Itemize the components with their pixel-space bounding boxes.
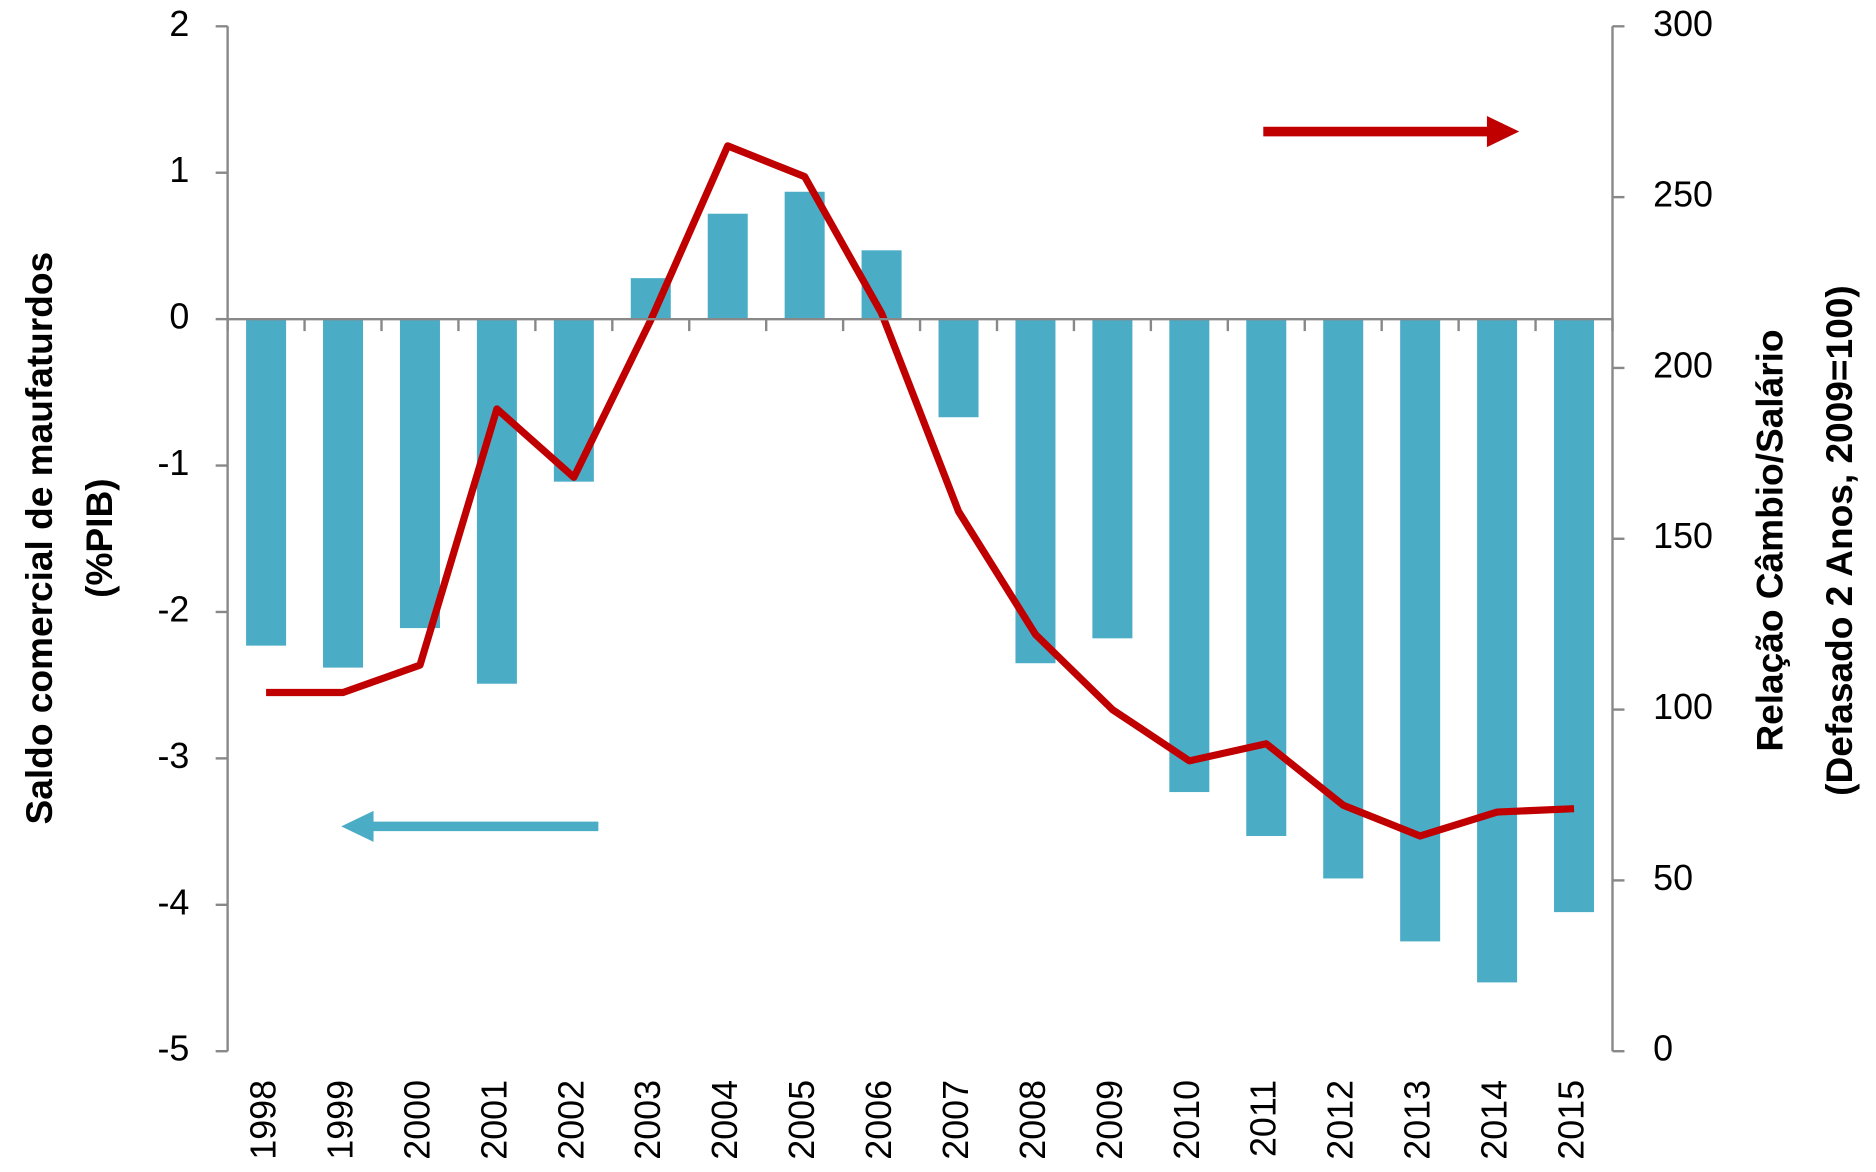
y2-tick-label: 150	[1653, 516, 1713, 556]
y-tick-label: 0	[169, 297, 189, 337]
y-tick-label: -3	[157, 736, 189, 776]
bar	[553, 319, 594, 482]
x-tick-label: 2002	[551, 1080, 591, 1160]
x-tick-label: 2007	[936, 1080, 976, 1160]
x-tick-label: 2004	[705, 1080, 745, 1160]
y-axis-title: (%PIB)	[78, 478, 120, 597]
bar	[938, 319, 979, 418]
bar	[1400, 319, 1441, 942]
bar	[476, 319, 517, 684]
x-tick-label: 2011	[1244, 1080, 1284, 1157]
bar	[246, 319, 287, 646]
y2-tick-label: 0	[1653, 1029, 1673, 1069]
x-tick-label: 2008	[1013, 1080, 1053, 1160]
y-tick-label: -4	[157, 882, 189, 922]
y-tick-label: -2	[157, 589, 189, 629]
y-tick-label: 2	[169, 4, 189, 44]
y-tick-label: -1	[157, 443, 189, 483]
bar	[323, 319, 364, 668]
x-tick-label: 2000	[397, 1080, 437, 1160]
x-tick-label: 2001	[474, 1080, 514, 1160]
y2-axis-title: Relação Câmbio/Salário	[1749, 329, 1791, 751]
bar	[1554, 319, 1595, 913]
line	[266, 142, 1575, 840]
y2-tick-label: 100	[1653, 687, 1713, 727]
y-tick-label: 1	[169, 150, 189, 190]
y-axis-title: Saldo comercial de maufaturdos	[18, 252, 60, 825]
y2-tick-label: 250	[1653, 175, 1713, 215]
bar	[1169, 319, 1210, 793]
bar	[1323, 319, 1364, 879]
y-tick-label: -5	[157, 1029, 189, 1069]
x-tick-label: 1999	[320, 1080, 360, 1160]
x-tick-label: 2010	[1167, 1080, 1207, 1160]
x-tick-label: 2006	[859, 1080, 899, 1160]
x-tick-label: 2003	[628, 1080, 668, 1160]
x-tick-label: 2009	[1090, 1080, 1130, 1160]
bar	[707, 213, 748, 320]
y2-axis-title: (Defasado 2 Anos, 2009=100)	[1818, 285, 1860, 796]
x-tick-label: 2005	[782, 1080, 822, 1160]
bar	[399, 319, 440, 629]
x-tick-label: 2015	[1551, 1080, 1591, 1160]
x-tick-label: 2014	[1475, 1080, 1515, 1160]
x-tick-label: 1998	[244, 1080, 284, 1160]
x-tick-label: 2013	[1398, 1080, 1438, 1160]
left-arrow-head	[341, 810, 374, 842]
bar	[1477, 319, 1518, 983]
arrows	[341, 116, 1520, 842]
bar	[1092, 319, 1133, 639]
bar	[784, 191, 825, 320]
y2-tick-label: 200	[1653, 345, 1713, 385]
bar	[1015, 319, 1056, 664]
y2-tick-label: 50	[1653, 858, 1693, 898]
right-arrow-head	[1486, 116, 1520, 148]
y2-tick-label: 300	[1653, 4, 1713, 44]
x-tick-label: 2012	[1321, 1080, 1361, 1160]
